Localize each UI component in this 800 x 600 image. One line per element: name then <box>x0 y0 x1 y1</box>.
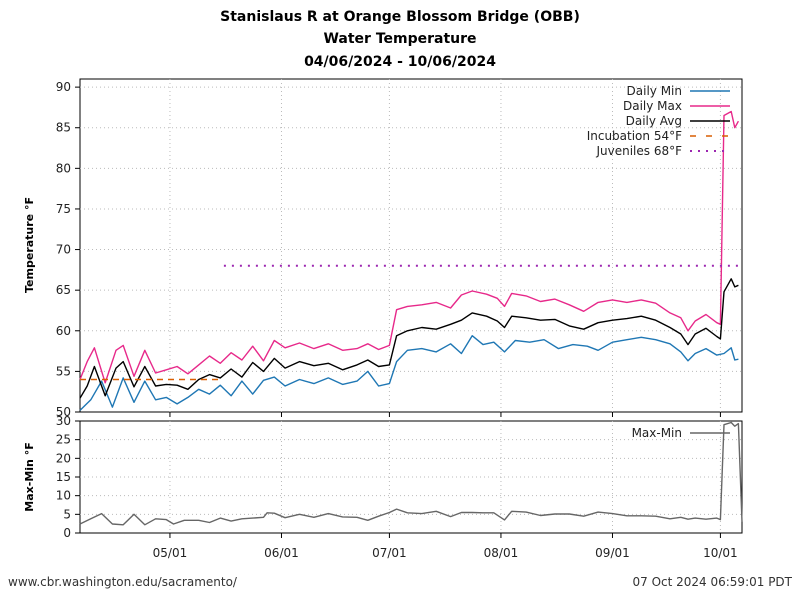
temperature-legend-label-3: Incubation 54°F <box>587 129 682 143</box>
range-series-line-0 <box>79 421 743 526</box>
source-url-footer: www.cbr.washington.edu/sacramento/ <box>8 575 237 589</box>
range-y-tick-label: 5 <box>63 507 71 521</box>
temperature-series-line-0 <box>79 335 739 411</box>
temperature-legend-label-4: Juveniles 68°F <box>595 144 682 158</box>
date-x-axis: 05/01 06/01 07/01 08/01 09/01 10/01 <box>153 412 738 560</box>
range-legend-label-0: Max-Min <box>632 426 682 440</box>
temperature-y-axis-label: Temperature °F <box>23 197 36 293</box>
range-y-ticks: 0 5 10 15 20 25 30 <box>56 414 80 540</box>
x-tick-label: 10/01 <box>703 546 738 560</box>
temperature-y-tick-label: 85 <box>56 121 71 135</box>
range-y-tick-label: 25 <box>56 433 71 447</box>
chart-date-range: 04/06/2024 - 10/06/2024 <box>304 54 496 70</box>
temperature-y-tick-label: 60 <box>56 324 71 338</box>
x-tick-label: 09/01 <box>595 546 630 560</box>
temperature-y-tick-label: 75 <box>56 202 71 216</box>
range-y-tick-label: 0 <box>63 526 71 540</box>
range-gridlines <box>80 421 742 533</box>
temperature-series-line-2 <box>79 278 739 399</box>
timestamp-footer: 07 Oct 2024 06:59:01 PDT <box>632 575 792 589</box>
range-plot-frame <box>79 420 743 534</box>
range-y-tick-label: 30 <box>56 414 71 428</box>
temperature-legend-label-1: Daily Max <box>623 99 682 113</box>
temperature-y-tick-label: 50 <box>56 405 71 419</box>
x-tick-label: 08/01 <box>484 546 519 560</box>
temperature-y-tick-label: 70 <box>56 243 71 257</box>
temperature-y-tick-label: 65 <box>56 283 71 297</box>
range-y-tick-label: 20 <box>56 451 71 465</box>
temperature-series-line-1 <box>79 110 740 384</box>
range-y-tick-label: 10 <box>56 489 71 503</box>
range-legend: Max-Min <box>632 426 730 440</box>
temperature-y-tick-label: 55 <box>56 364 71 378</box>
chart-subtitle: Water Temperature <box>323 31 476 47</box>
temperature-y-ticks: 50 55 60 65 70 75 80 85 90 <box>56 80 80 419</box>
x-tick-label: 07/01 <box>372 546 407 560</box>
temperature-y-tick-label: 90 <box>56 80 71 94</box>
range-y-tick-label: 15 <box>56 470 71 484</box>
x-tick-label: 06/01 <box>264 546 299 560</box>
temperature-legend-label-2: Daily Avg <box>626 114 682 128</box>
x-tick-label: 05/01 <box>153 546 188 560</box>
temperature-y-tick-label: 80 <box>56 161 71 175</box>
chart-title: Stanislaus R at Orange Blossom Bridge (O… <box>220 9 580 25</box>
range-series <box>79 421 743 526</box>
temperature-legend-label-0: Daily Min <box>627 84 682 98</box>
temperature-plot-panel: 50 55 60 65 70 75 80 85 90 Temperature °F Daily … <box>23 78 743 419</box>
range-y-axis-label: Max-Min °F <box>23 442 36 511</box>
temperature-plot-frame <box>79 78 743 413</box>
temperature-series <box>79 110 740 411</box>
range-plot-panel: 0 5 10 15 20 25 30 Max-Min °F Max-Min <box>23 414 743 540</box>
